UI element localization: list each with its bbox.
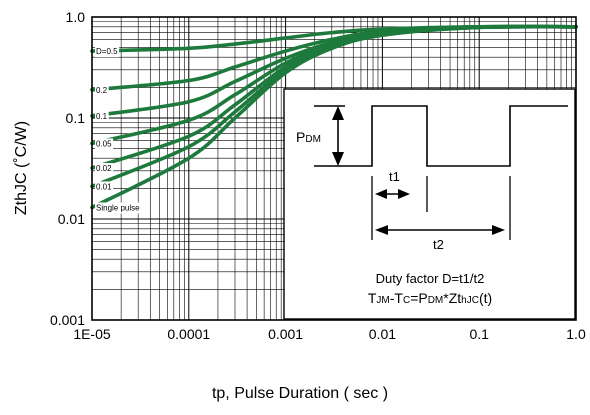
series-label-1: 0.2 [96,86,108,95]
t2-label: t2 [433,237,444,252]
series-label-bg [95,181,114,193]
duty-factor-text: Duty factor D=t1/t2 [376,271,485,286]
series-label-bg [95,84,109,96]
t2-arrow-left [375,225,388,235]
t1-label: t1 [389,169,400,184]
series-label-6: Single pulse [96,203,140,212]
series-label-2: 0.1 [96,112,108,121]
series-label-bg [95,162,114,174]
series-label-4: 0.02 [96,164,112,173]
formula-text: TJM-TC=PDM*ZthJC(t) [368,290,492,306]
series-label-5: 0.01 [96,182,112,191]
x-tick-label: 1.0 [566,326,586,342]
series-line-1 [90,24,578,92]
y-tick-label: 0.1 [66,110,86,126]
series-label-bg [95,202,142,214]
x-tick-label: 0.001 [268,326,303,342]
x-tick-label: 0.01 [369,326,396,342]
y-tick-label: 0.001 [50,312,85,328]
pulse-inset: PDM t1 t2 Duty factor D=t1/t2 TJM-TC=PDM*Zth… [283,88,576,320]
series-layer [90,24,578,210]
pulse-waveform [314,105,568,167]
pdm-arrow-up [332,106,344,120]
tick-labels: 1E-05 0.0001 0.001 0.01 0.1 1.0 0.001 0.01 0.1 1.… [50,9,586,342]
y-axis-title: ZthJC (˚C/W) [13,121,30,215]
t1-arrow-right [398,189,410,199]
pdm-arrow-down [332,152,344,166]
x-tick-label: 1E-05 [73,326,111,342]
x-tick-label: 0.0001 [167,326,210,342]
plot-frame [91,16,577,321]
series-label-bg [95,46,120,58]
pdm-label: PDM [296,129,321,145]
series-label-bg [95,110,109,122]
inset-box [283,88,576,320]
series-label-0: D=0.5 [96,47,118,56]
y-tick-label: 1.0 [66,9,86,25]
t2-arrow-right [492,225,505,235]
y-tick-label: 0.01 [58,211,85,227]
x-tick-label: 0.1 [469,326,489,342]
t1-arrow-left [375,189,387,199]
series-label-bg [95,138,114,150]
series-labels: D=0.5 0.2 0.1 0.05 0.02 0.01 Single pulse [95,46,142,214]
series-line-6 [90,24,578,210]
series-label-3: 0.05 [96,139,112,148]
x-axis-title: tp, Pulse Duration ( sec ) [212,385,388,402]
